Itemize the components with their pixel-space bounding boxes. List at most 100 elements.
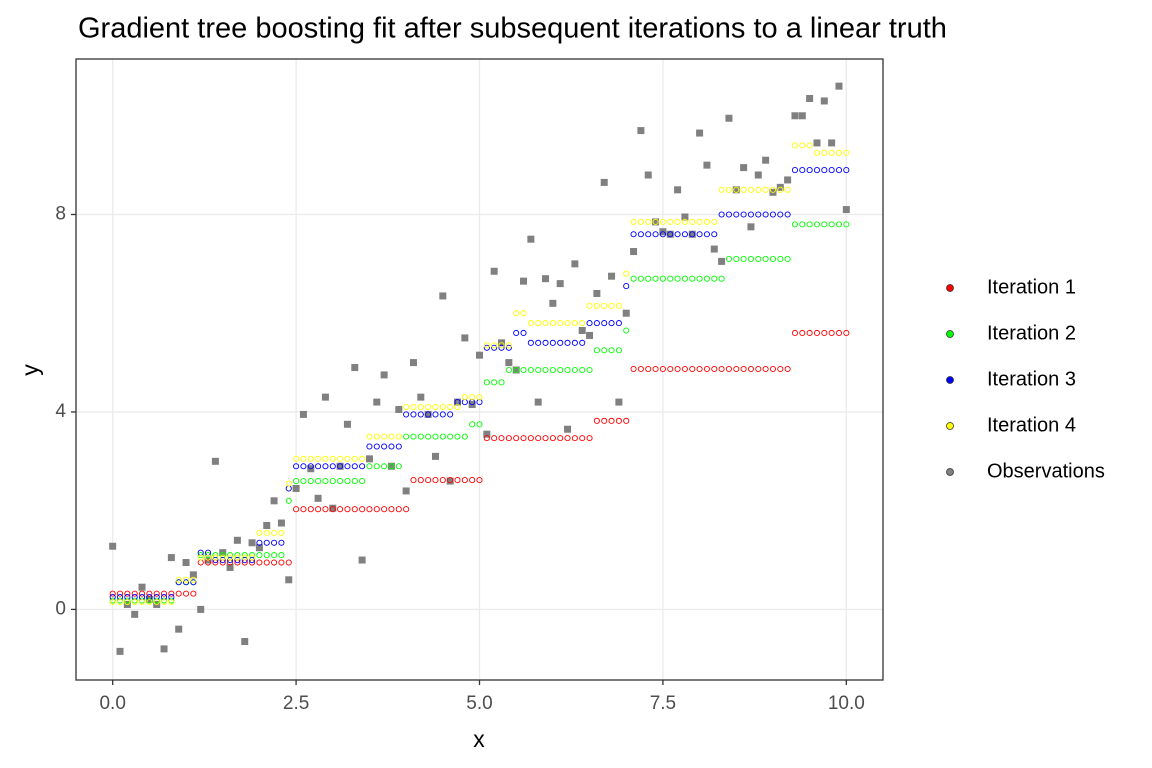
fit-point [439, 411, 446, 418]
observation-point [431, 452, 439, 460]
fit-point [579, 320, 586, 327]
fit-point [747, 186, 754, 193]
fit-point [175, 576, 182, 583]
fit-point [564, 339, 571, 346]
fit-point [777, 365, 784, 373]
observation-point [255, 544, 263, 552]
fit-point [799, 167, 806, 174]
fit-point [659, 231, 666, 238]
legend-label: Observations [987, 460, 1105, 482]
observation-point [681, 213, 689, 221]
fit-point [469, 394, 476, 401]
fit-point [410, 411, 417, 418]
fit-point [806, 167, 813, 174]
observation-point [490, 267, 498, 275]
fit-point [417, 411, 424, 418]
fit-point [461, 394, 468, 401]
fit-point [674, 365, 681, 373]
observation-point [835, 82, 843, 90]
fit-point [843, 149, 850, 156]
observation-point [556, 280, 564, 288]
fit-point [755, 365, 762, 373]
observation-point [409, 359, 417, 367]
fit-point [388, 463, 395, 470]
fit-point [520, 366, 527, 374]
fit-point [498, 344, 505, 351]
fit-point [116, 598, 124, 606]
observation-point [762, 156, 770, 164]
fit-point [263, 559, 270, 566]
fit-point [718, 365, 725, 373]
observation-point [189, 571, 197, 579]
fit-point [542, 366, 549, 374]
fit-point [549, 320, 556, 327]
fit-point [197, 554, 204, 561]
fit-point [520, 310, 527, 317]
fit-point [711, 365, 718, 373]
observation-point [314, 494, 322, 502]
points [109, 82, 850, 655]
fit-point [703, 218, 710, 225]
observation-point [109, 542, 117, 550]
fit-point [689, 231, 696, 238]
fit-point [835, 167, 843, 174]
fit-point [755, 255, 762, 262]
fit-point [322, 455, 329, 462]
observation-point [637, 127, 645, 135]
fit-point [637, 365, 644, 373]
fit-point [733, 365, 740, 373]
fit-point [527, 435, 534, 442]
observation-point [527, 235, 535, 243]
fit-point [175, 579, 182, 586]
fit-point [828, 167, 835, 174]
fit-point [637, 218, 644, 225]
observation-point [747, 223, 755, 231]
fit-point [762, 255, 769, 262]
fit-point [513, 329, 520, 337]
fit-point [373, 463, 380, 470]
observation-point [732, 186, 740, 194]
fit-point [667, 275, 674, 282]
fit-point [799, 142, 806, 149]
fit-point [769, 211, 777, 218]
fit-point [219, 554, 226, 561]
observation-point [754, 171, 762, 179]
fit-point [329, 463, 336, 470]
y-tick-label: 4 [55, 401, 66, 422]
fit-point [447, 433, 454, 440]
fit-point [505, 342, 512, 349]
fit-point [586, 435, 593, 442]
fit-point [733, 211, 740, 218]
fit-point [740, 186, 747, 193]
fit-point [476, 477, 483, 484]
fit-point [322, 478, 329, 485]
observation-point [615, 398, 623, 406]
fit-point [784, 211, 791, 218]
fit-point [564, 366, 571, 374]
fit-point [432, 477, 439, 484]
fit-point [293, 463, 300, 470]
fit-point [293, 478, 300, 485]
observation-point [578, 327, 586, 335]
fit-point [725, 211, 732, 218]
fit-point [300, 506, 307, 513]
fit-point [681, 218, 688, 225]
observation-point [167, 554, 175, 562]
fit-point [689, 218, 696, 225]
fit-point [689, 275, 696, 282]
observation-point [138, 583, 146, 591]
fit-point [300, 463, 307, 470]
fit-point [725, 186, 732, 193]
observation-point [476, 351, 483, 359]
fit-point [182, 590, 190, 597]
observation-point [116, 647, 124, 655]
fit-point [835, 221, 843, 228]
fit-point [630, 365, 637, 373]
observation-point [461, 334, 469, 342]
fit-point [762, 186, 769, 193]
fit-point [813, 329, 821, 337]
fit-point [579, 435, 586, 442]
fit-point [681, 365, 688, 373]
x-tick-label: 5.0 [466, 693, 492, 714]
observation-point [813, 139, 821, 147]
